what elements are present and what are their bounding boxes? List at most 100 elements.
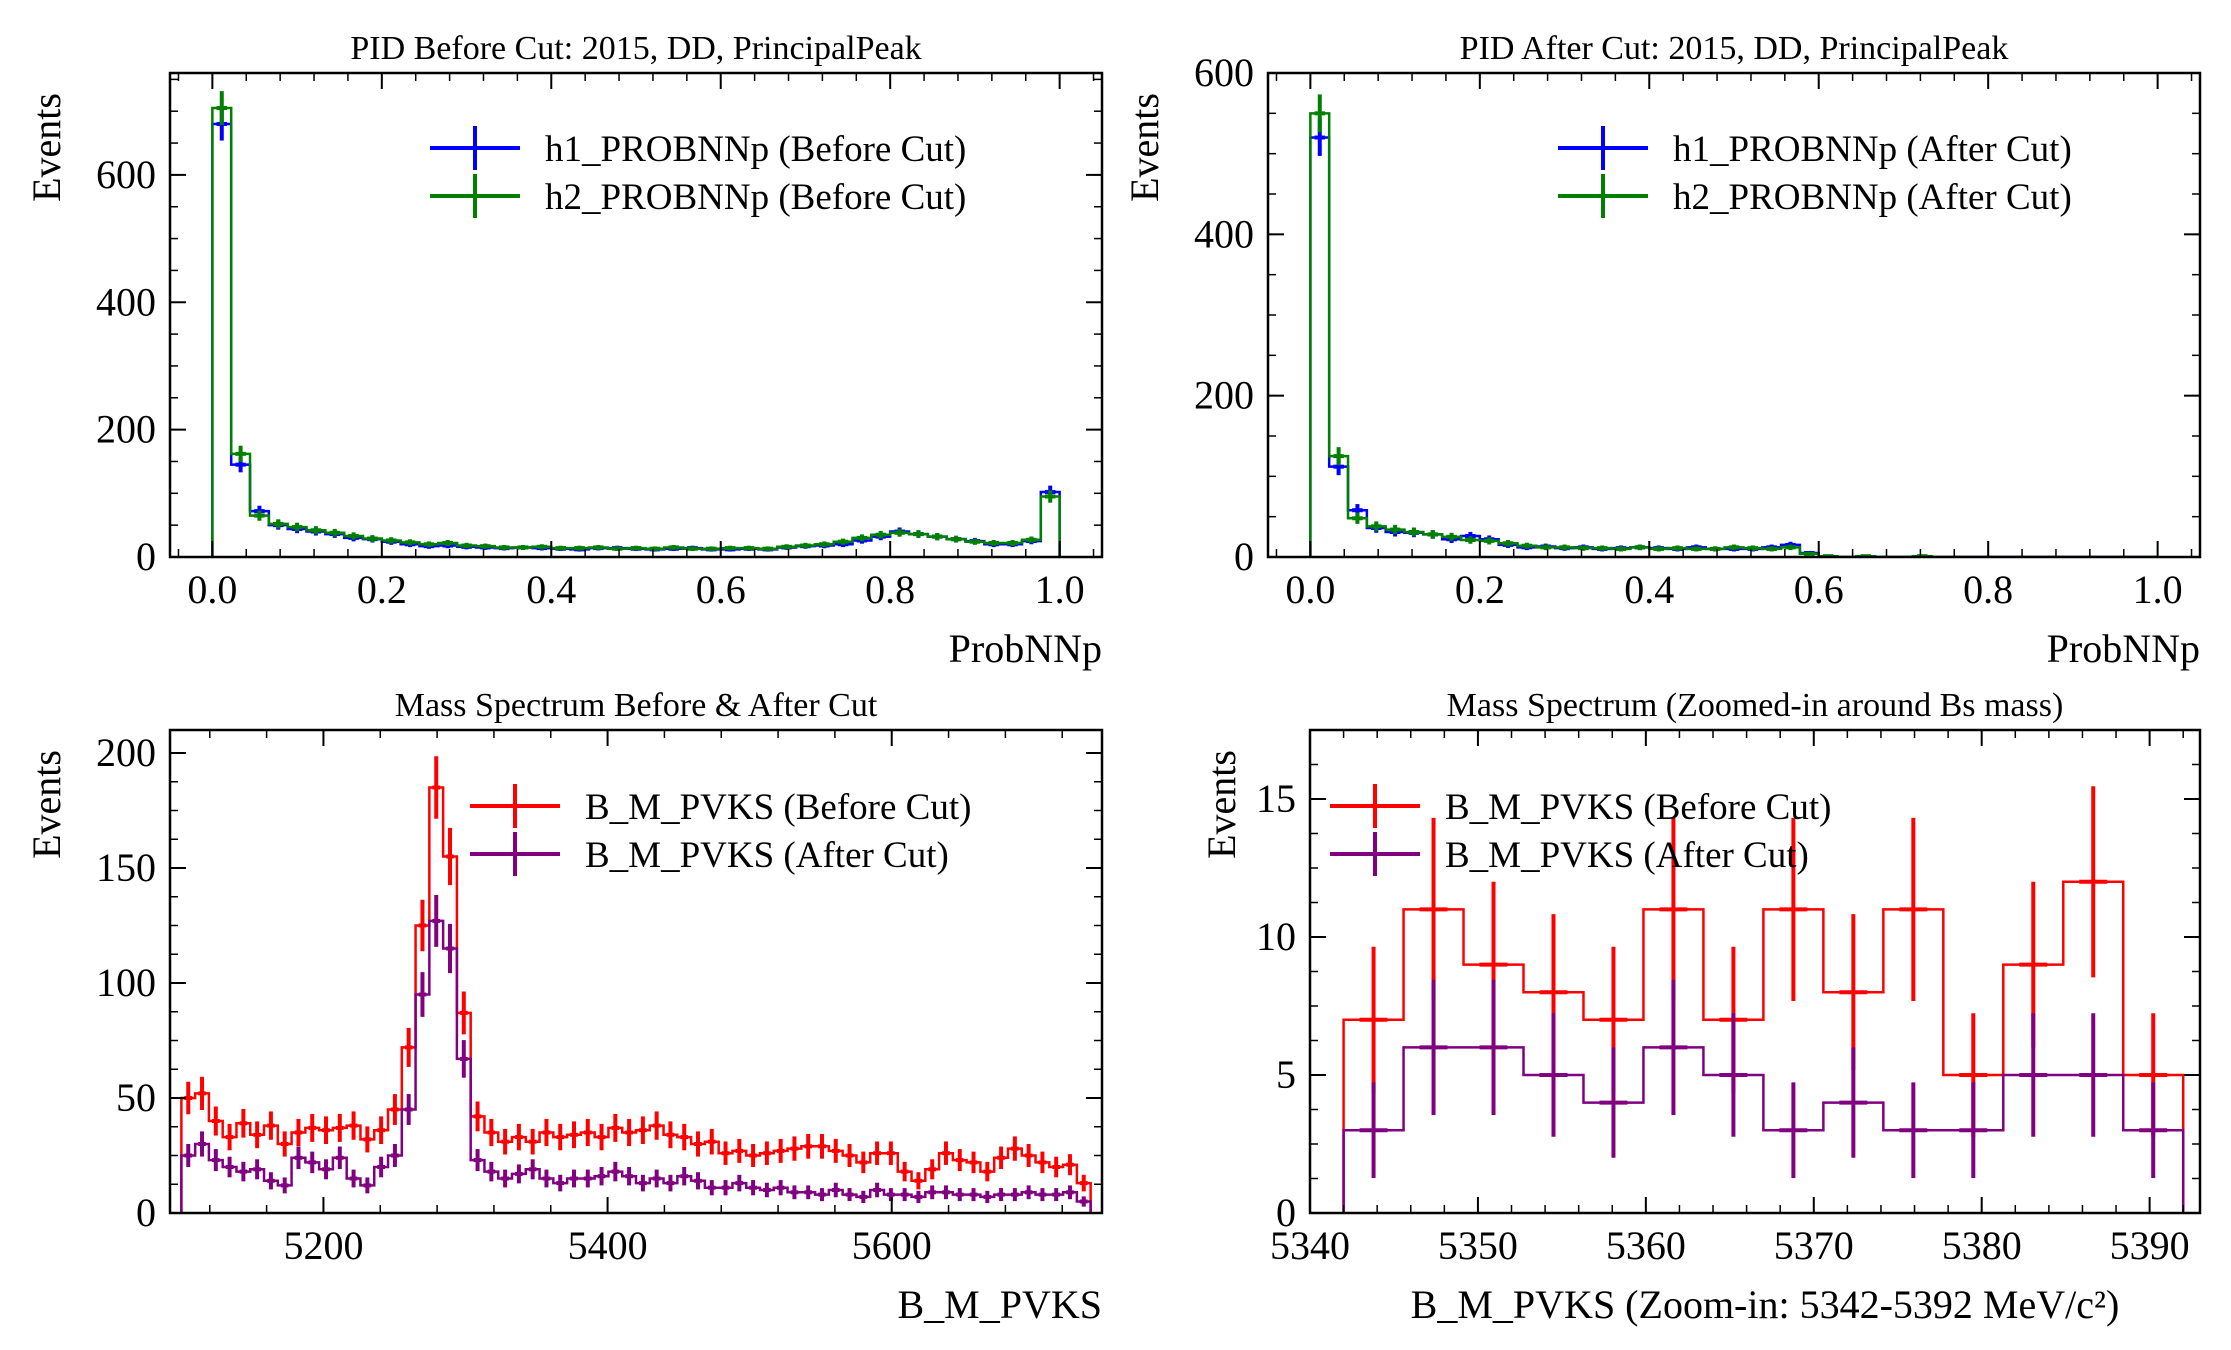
legend-label: h1_PROBNNp (Before Cut) xyxy=(545,129,966,170)
data-point xyxy=(875,530,887,539)
data-point xyxy=(272,519,284,529)
data-point xyxy=(1709,546,1721,552)
data-point xyxy=(837,538,849,545)
data-point xyxy=(253,1121,261,1149)
legend-label: B_M_PVKS (Before Cut) xyxy=(585,787,971,828)
data-point xyxy=(267,1111,275,1140)
y-tick-label: 0 xyxy=(1276,1190,1296,1235)
data-point xyxy=(707,1128,716,1155)
data-point xyxy=(859,1190,868,1203)
series-1 xyxy=(211,91,1061,557)
data-point xyxy=(804,1185,813,1200)
data-point xyxy=(308,1113,317,1142)
data-point xyxy=(666,1174,675,1192)
data-point xyxy=(781,544,792,550)
data-point xyxy=(804,1133,813,1159)
x-tick-label: 0.0 xyxy=(1285,567,1335,612)
data-point xyxy=(308,1151,317,1174)
y-tick-label: 0 xyxy=(136,1190,156,1235)
series-0 xyxy=(180,756,1092,1213)
y-tick-label: 200 xyxy=(96,407,156,452)
data-point xyxy=(423,541,435,548)
data-point xyxy=(969,1188,978,1202)
y-tick-label: 10 xyxy=(1256,914,1296,959)
data-point xyxy=(583,1118,592,1147)
data-point xyxy=(625,1167,633,1186)
y-axis-label: Events xyxy=(24,750,69,859)
data-point xyxy=(894,528,905,537)
data-point xyxy=(1427,530,1439,539)
data-point xyxy=(1419,817,1448,1001)
legend: h1_PROBNNp (Before Cut) h2_PROBNNp (Befor… xyxy=(430,126,966,218)
data-point xyxy=(790,1136,799,1161)
data-point xyxy=(859,1151,868,1174)
legend-label: B_M_PVKS (After Cut) xyxy=(1445,835,1809,876)
data-point xyxy=(198,1076,206,1110)
data-point xyxy=(391,1144,399,1167)
x-axis-label: B_M_PVKS (Zoom-in: 5342-5392 MeV/c²) xyxy=(1411,1282,2120,1327)
y-tick-label: 15 xyxy=(1256,776,1296,821)
data-point xyxy=(1785,544,1796,551)
x-tick-label: 0.8 xyxy=(865,567,915,612)
data-point xyxy=(707,1180,716,1196)
panel-mass-spectrum: Mass Spectrum Before & After Cut 5200 5400… xyxy=(24,687,1104,1327)
data-point xyxy=(536,544,548,550)
data-point xyxy=(2019,1013,2048,1137)
data-point xyxy=(625,1118,633,1147)
data-point xyxy=(1026,536,1037,544)
data-point xyxy=(666,1121,675,1149)
data-point xyxy=(763,1141,771,1165)
data-point xyxy=(363,1177,372,1194)
data-point xyxy=(997,1146,1005,1170)
data-point xyxy=(776,1138,785,1163)
data-point xyxy=(1728,544,1740,551)
data-point xyxy=(515,1164,523,1184)
legend-label: h2_PROBNNp (Before Cut) xyxy=(545,177,966,218)
data-point xyxy=(1659,817,1688,1001)
series-step-line xyxy=(1342,880,2185,1213)
data-point xyxy=(329,528,341,537)
y-axis-label: Events xyxy=(1199,750,1244,859)
legend-label: h1_PROBNNp (After Cut) xyxy=(1673,129,2072,170)
y-tick-label: 600 xyxy=(96,152,156,197)
data-point xyxy=(1359,1082,1388,1179)
data-point xyxy=(776,1180,785,1196)
data-point xyxy=(211,1149,220,1172)
data-point xyxy=(724,545,736,551)
legend-label: B_M_PVKS (After Cut) xyxy=(585,835,949,876)
data-point xyxy=(1615,546,1627,552)
data-point xyxy=(887,1141,895,1165)
plot-frame xyxy=(168,71,1104,559)
data-point xyxy=(239,1108,248,1138)
data-point xyxy=(1011,1188,1019,1202)
data-point xyxy=(1066,1185,1074,1200)
data-point xyxy=(762,546,774,552)
data-point xyxy=(969,538,981,545)
data-point xyxy=(1333,447,1344,466)
data-point xyxy=(1839,1047,1868,1158)
data-point xyxy=(818,1133,826,1159)
data-point xyxy=(914,1190,923,1203)
data-point xyxy=(1599,1047,1628,1158)
data-point xyxy=(542,1118,551,1147)
data-point xyxy=(1653,546,1664,552)
data-point xyxy=(239,1161,248,1182)
data-point xyxy=(983,1190,992,1203)
y-tick-label: 600 xyxy=(1194,50,1254,95)
data-point xyxy=(225,1123,234,1151)
data-point xyxy=(988,540,1000,546)
y-tick-label: 200 xyxy=(1194,373,1254,418)
data-point xyxy=(2139,1082,2168,1179)
data-point xyxy=(1479,979,1508,1116)
x-tick-label: 1.0 xyxy=(2133,567,2183,612)
data-point xyxy=(1804,551,1815,556)
x-tick-label: 5360 xyxy=(1606,1223,1686,1268)
data-point xyxy=(819,541,830,548)
y-tick-label: 150 xyxy=(96,845,156,890)
data-point xyxy=(1038,1188,1047,1202)
data-point xyxy=(1719,1013,1748,1137)
data-point xyxy=(749,1144,757,1167)
x-tick-label: 0.6 xyxy=(1794,567,1844,612)
data-point xyxy=(574,545,585,551)
data-point xyxy=(1578,545,1589,551)
